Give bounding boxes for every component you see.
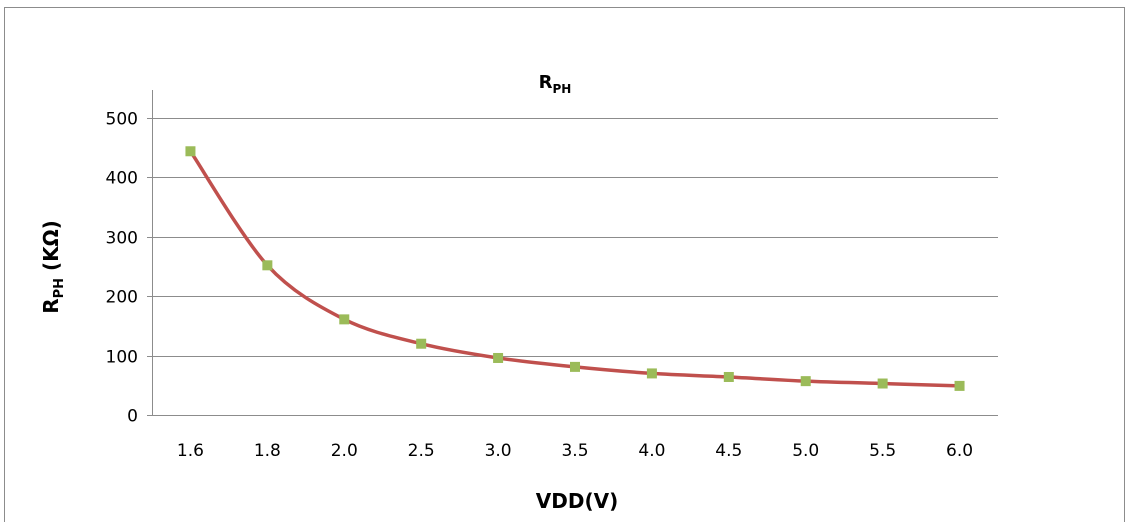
y-tick-label: 300 bbox=[106, 229, 138, 249]
x-axis-title: VDD(V) bbox=[536, 489, 618, 513]
data-point-marker bbox=[493, 352, 504, 363]
data-point-marker bbox=[800, 376, 811, 387]
x-tick-label: 4.0 bbox=[638, 441, 665, 461]
data-point-marker bbox=[416, 338, 427, 349]
y-axis-title-subscript: PH bbox=[52, 278, 67, 298]
y-tick-label: 0 bbox=[127, 407, 138, 427]
chart-frame bbox=[4, 7, 1125, 522]
data-point-marker bbox=[262, 260, 273, 271]
data-point-marker bbox=[570, 361, 580, 372]
y-tick-label: 200 bbox=[106, 288, 138, 308]
y-tick-label: 400 bbox=[106, 169, 138, 189]
x-tick-label: 1.6 bbox=[177, 441, 204, 461]
data-point-marker bbox=[954, 380, 965, 391]
chart-title-subscript: PH bbox=[553, 82, 572, 96]
x-tick-label: 6.0 bbox=[946, 441, 973, 461]
series-line bbox=[188, 149, 962, 388]
chart-title: RPH bbox=[539, 72, 572, 96]
x-tick-label: 1.8 bbox=[254, 441, 281, 461]
x-tick-labels: 1.6 1.8 2.0 2.5 3.0 3.5 4.0 4.5 5.0 5.5 6.0 bbox=[177, 441, 973, 461]
chart-title-main: R bbox=[539, 72, 553, 93]
x-tick-label: 3.0 bbox=[485, 441, 512, 461]
y-axis-title-unit: (KΩ) bbox=[39, 220, 63, 278]
x-tick-label: 5.5 bbox=[869, 441, 896, 461]
x-tick-label: 5.0 bbox=[792, 441, 819, 461]
y-tick-labels: 0 100 200 300 400 500 bbox=[106, 110, 138, 427]
x-tick-label: 3.5 bbox=[561, 441, 588, 461]
series bbox=[185, 146, 965, 391]
data-point-marker bbox=[646, 368, 657, 379]
data-point-marker bbox=[185, 146, 196, 157]
y-axis-title: RPH (KΩ) bbox=[39, 220, 67, 314]
x-tick-label: 2.5 bbox=[408, 441, 435, 461]
axes bbox=[147, 90, 998, 416]
y-tick-label: 100 bbox=[106, 348, 138, 368]
data-point-marker bbox=[723, 371, 734, 382]
y-tick-label: 500 bbox=[106, 110, 138, 130]
data-point-marker bbox=[339, 314, 350, 325]
y-axis-title-main: R bbox=[39, 298, 63, 313]
x-tick-label: 4.5 bbox=[715, 441, 742, 461]
gridlines bbox=[152, 118, 998, 357]
x-tick-label: 2.0 bbox=[331, 441, 358, 461]
data-point-marker bbox=[877, 378, 888, 389]
